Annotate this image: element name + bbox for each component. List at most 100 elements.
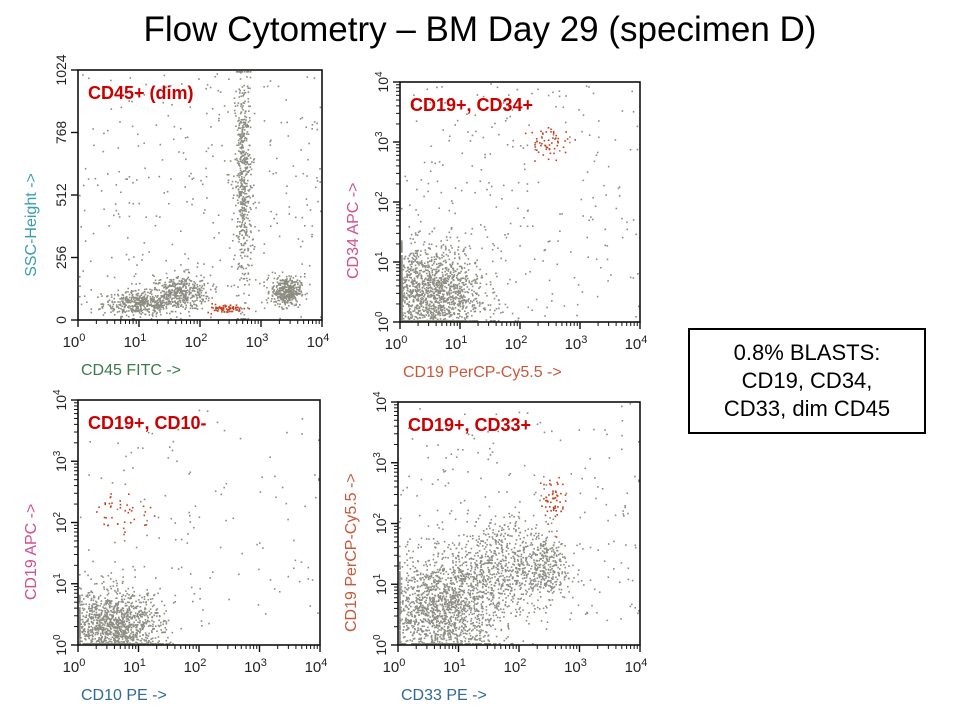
event-point <box>250 168 253 171</box>
event-point <box>209 86 212 89</box>
event-point <box>126 592 128 595</box>
event-point <box>420 276 423 278</box>
event-point <box>113 297 115 300</box>
event-point <box>185 286 187 288</box>
event-point <box>157 283 159 285</box>
event-point <box>473 310 476 313</box>
event-point <box>242 133 244 135</box>
event-point <box>137 306 139 308</box>
event-point <box>156 308 159 310</box>
event-point <box>118 626 121 628</box>
event-point <box>125 612 128 615</box>
event-point <box>106 618 108 621</box>
event-point <box>244 166 247 169</box>
event-point <box>440 301 442 303</box>
event-point <box>238 164 240 166</box>
event-point <box>174 304 177 307</box>
event-point <box>501 198 503 200</box>
event-point <box>444 280 447 283</box>
event-point <box>537 88 539 91</box>
blast-event-point <box>219 307 222 309</box>
x-tick-label: 103 <box>565 334 588 353</box>
event-point <box>176 294 178 297</box>
event-point <box>456 316 458 319</box>
event-point <box>163 619 165 622</box>
event-point <box>174 300 176 302</box>
event-point <box>508 106 510 108</box>
event-point <box>172 278 175 281</box>
blast-event-point <box>541 136 543 138</box>
event-point <box>168 281 171 283</box>
event-point <box>125 616 127 618</box>
event-point <box>478 305 481 307</box>
event-point <box>159 306 162 308</box>
event-point <box>132 308 134 311</box>
event-point <box>237 71 240 73</box>
event-point <box>504 234 506 236</box>
event-point <box>430 243 433 246</box>
event-point <box>177 275 179 278</box>
event-point <box>441 256 443 259</box>
event-point <box>128 176 131 178</box>
event-point <box>79 609 81 611</box>
event-point <box>168 289 171 291</box>
event-point <box>165 297 168 299</box>
event-point <box>241 183 243 185</box>
event-point <box>297 282 299 284</box>
event-point <box>439 292 441 294</box>
event-point <box>423 161 426 164</box>
event-point <box>155 124 158 126</box>
event-point <box>104 614 107 616</box>
event-point <box>401 275 403 278</box>
event-point <box>447 255 449 257</box>
event-point <box>448 139 450 142</box>
event-point <box>143 624 145 627</box>
event-point <box>435 270 437 273</box>
event-point <box>210 126 212 128</box>
event-point <box>236 144 238 147</box>
event-point <box>592 196 594 199</box>
event-point <box>130 299 133 301</box>
event-point <box>243 89 246 92</box>
blast-event-point <box>534 144 536 146</box>
event-point <box>239 169 242 172</box>
event-point <box>154 310 157 312</box>
event-point <box>408 279 410 282</box>
event-point <box>252 203 255 205</box>
event-point <box>104 640 106 642</box>
event-point <box>414 241 416 244</box>
event-point <box>298 293 300 295</box>
event-point <box>170 178 172 180</box>
event-point <box>243 154 246 156</box>
event-point <box>290 291 293 293</box>
event-point <box>425 297 428 300</box>
event-point <box>441 264 444 266</box>
event-point <box>190 304 192 306</box>
event-point <box>458 272 460 274</box>
event-point <box>293 281 296 283</box>
event-point <box>428 260 431 262</box>
event-point <box>420 314 422 316</box>
event-point <box>186 297 188 300</box>
event-point <box>137 145 140 147</box>
event-point <box>270 225 272 227</box>
event-point <box>465 307 467 309</box>
event-point <box>237 185 239 187</box>
event-point <box>163 295 165 298</box>
event-point <box>185 295 187 298</box>
event-point <box>121 309 124 311</box>
event-point <box>212 283 215 285</box>
event-point <box>436 266 439 269</box>
event-point <box>287 286 289 289</box>
event-point <box>245 216 248 219</box>
event-point <box>434 314 437 316</box>
event-point <box>110 623 112 626</box>
event-point <box>408 304 410 306</box>
event-point <box>80 303 83 306</box>
event-point <box>420 305 423 308</box>
event-point <box>82 74 84 76</box>
event-point <box>435 254 438 256</box>
event-point <box>124 305 126 308</box>
event-point <box>241 210 244 212</box>
event-point <box>528 124 530 126</box>
